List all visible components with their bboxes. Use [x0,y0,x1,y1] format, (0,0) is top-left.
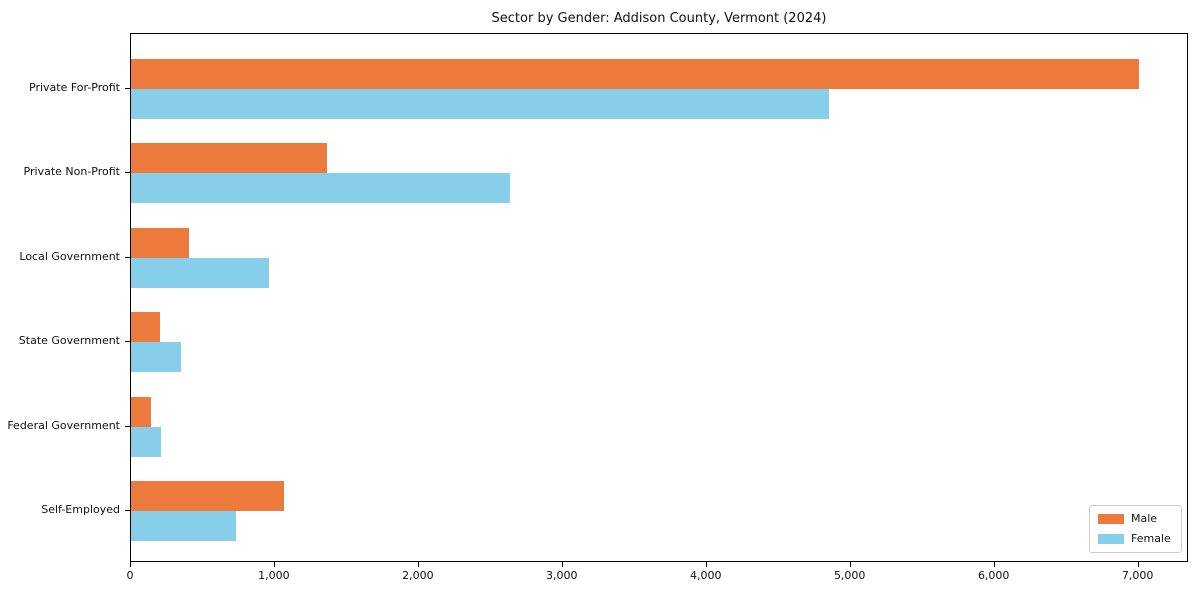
x-tick-label-5-000: 5,000 [833,569,866,582]
y-tick-label-private-non-profit: Private Non-Profit [23,165,120,179]
x-tick-label-4-000: 4,000 [690,569,722,582]
bar-male-private-non-profit [131,143,327,174]
y-tick-label-state-government: State Government [18,334,120,348]
y-tick-label-local-government: Local Government [19,249,120,263]
bar-female-state-government [131,342,182,373]
plot-area [130,33,1188,562]
bar-male-state-government [131,312,160,343]
x-tick-5-000 [849,562,851,567]
x-tick-label-3-000: 3,000 [546,569,578,582]
bar-male-self-employed [131,481,284,511]
bar-female-local-government [131,257,270,288]
y-tick-self-employed [125,510,130,511]
chart-title: Sector by Gender: Addison County, Vermon… [491,11,827,26]
x-tick-6-000 [993,562,995,567]
bar-male-local-government [131,227,189,258]
legend: Male Female [1089,505,1182,553]
bar-male-private-for-profit [131,59,1139,89]
y-tick-local-government [125,256,130,258]
x-tick-3-000 [561,562,563,567]
y-tick-state-government [125,341,130,343]
x-tick-0 [130,562,131,567]
legend-label-female: Female [1131,532,1171,545]
female-color-swatch [1098,534,1124,544]
bar-female-self-employed [131,511,237,541]
legend-item-female: Female [1098,533,1173,545]
legend-label-male: Male [1131,512,1158,525]
bar-male-federal-government [131,396,152,427]
y-tick-label-federal-government: Federal Government [7,418,120,432]
x-tick-4-000 [705,562,707,567]
y-tick-private-non-profit [125,172,130,174]
x-tick-2-000 [417,562,419,567]
bar-female-private-non-profit [131,173,510,204]
x-tick-label-6-000: 6,000 [977,569,1010,582]
x-tick-label-2-000: 2,000 [402,569,434,582]
y-tick-private-for-profit [125,88,130,89]
male-color-swatch [1098,514,1124,524]
bar-female-federal-government [131,426,162,457]
y-tick-label-self-employed: Self-Employed [41,503,120,516]
x-tick-label-7-000: 7,000 [1121,569,1154,582]
y-tick-label-private-for-profit: Private For-Profit [29,81,120,94]
y-tick-federal-government [125,425,130,427]
x-tick-1-000 [273,562,275,567]
bar-female-private-for-profit [131,89,830,119]
legend-item-male: Male [1098,513,1173,525]
x-tick-7-000 [1137,562,1139,567]
x-tick-label-1-000: 1,000 [258,569,290,582]
x-tick-label-0: 0 [126,569,134,582]
